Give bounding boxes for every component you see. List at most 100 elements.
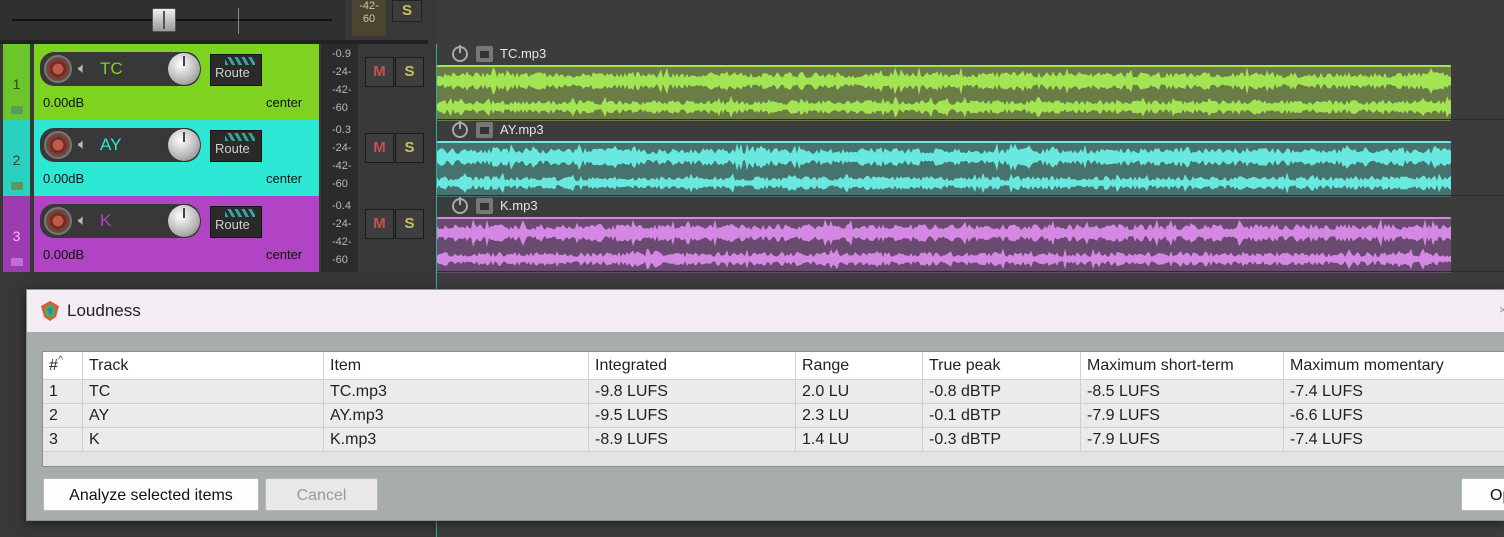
record-arm-button[interactable] xyxy=(44,131,72,159)
column-header[interactable]: Range xyxy=(796,352,923,379)
mute-button[interactable]: M xyxy=(365,57,394,87)
loudness-table: # ^ Track Item Integrated Range True peak Maxim… xyxy=(42,351,1504,467)
folder-icon[interactable] xyxy=(11,106,23,114)
column-header[interactable]: Integrated xyxy=(589,352,796,379)
options-button[interactable]: Op xyxy=(1461,478,1504,511)
lock-icon[interactable] xyxy=(476,46,493,62)
column-header[interactable]: # ^ xyxy=(43,352,83,379)
track-row[interactable]: 3 🔈︎ K Route 0.00dB center -0.4 -24- -42- -… xyxy=(0,196,428,272)
dialog-titlebar[interactable]: Loudness × xyxy=(27,290,1504,332)
table-cell: TC.mp3 xyxy=(324,380,589,403)
track-panel[interactable]: 🔈︎ TC Route 0.00dB center xyxy=(34,44,319,120)
column-header[interactable]: Item xyxy=(324,352,589,379)
table-row[interactable]: 1 TC TC.mp3 -9.8 LUFS 2.0 LU -0.8 dBTP -8.5 LU… xyxy=(43,380,1504,404)
record-arm-button[interactable] xyxy=(44,207,72,235)
media-item-name: AY.mp3 xyxy=(500,122,544,137)
route-button[interactable]: Route xyxy=(210,206,262,238)
waveform[interactable] xyxy=(437,141,1451,197)
solo-button[interactable]: S xyxy=(395,209,424,239)
mute-solo-group: M S xyxy=(365,133,425,163)
meter-label: -60 xyxy=(332,178,348,190)
track-pan: center xyxy=(266,171,303,186)
waveform[interactable] xyxy=(437,65,1451,121)
track-number-cell[interactable]: 3 xyxy=(3,196,30,272)
speaker-icon[interactable]: 🔈︎ xyxy=(78,212,88,229)
column-header-label: Maximum short-term xyxy=(1087,357,1234,374)
solo-button[interactable]: S xyxy=(395,133,424,163)
mute-solo-group: M S xyxy=(365,209,425,239)
volume-knob[interactable] xyxy=(168,129,200,161)
track-row[interactable]: 1 🔈︎ TC Route 0.00dB center -0.9 -24- -42-… xyxy=(0,44,428,120)
column-header[interactable]: Maximum short-term xyxy=(1081,352,1284,379)
table-row[interactable]: 2 AY AY.mp3 -9.5 LUFS 2.3 LU -0.1 dBTP -7.9 LU… xyxy=(43,404,1504,428)
folder-icon[interactable] xyxy=(11,182,23,190)
cancel-button[interactable]: Cancel xyxy=(265,478,378,511)
track-name[interactable]: TC xyxy=(100,59,123,78)
track-panel[interactable]: 🔈︎ AY Route 0.00dB center xyxy=(34,120,319,196)
track-name[interactable]: AY xyxy=(100,135,122,154)
track-meter[interactable]: -0.9 -24- -42- -60 xyxy=(321,44,358,120)
table-cell: -0.1 dBTP xyxy=(923,404,1081,427)
column-header-label: Integrated xyxy=(595,357,668,374)
route-label: Route xyxy=(215,217,250,232)
table-cell: AY xyxy=(83,404,324,427)
track-number-cell[interactable]: 1 xyxy=(3,44,30,120)
speaker-icon[interactable]: 🔈︎ xyxy=(78,136,88,153)
column-header-label: Range xyxy=(802,357,850,374)
track-number: 3 xyxy=(12,228,21,244)
volume-knob[interactable] xyxy=(168,205,200,237)
folder-icon[interactable] xyxy=(11,258,23,266)
track-panel[interactable]: 🔈︎ K Route 0.00dB center xyxy=(34,196,319,272)
track-number-cell[interactable]: 2 xyxy=(3,120,30,196)
lane-divider xyxy=(436,119,1504,120)
route-label: Route xyxy=(215,141,250,156)
track-name[interactable]: K xyxy=(100,211,112,230)
meter-label: -24- xyxy=(332,66,352,78)
meter-label: -42- xyxy=(332,236,352,248)
column-header[interactable]: Maximum momentary xyxy=(1284,352,1504,379)
mute-solo-group: M S xyxy=(365,57,425,87)
track-control-box: 🔈︎ AY xyxy=(40,128,200,162)
table-cell: TC xyxy=(83,380,324,403)
waveform-channel-left xyxy=(437,219,1451,247)
table-cell: 2 xyxy=(43,404,83,427)
table-cell: 2.0 LU xyxy=(796,380,923,403)
column-header[interactable]: True peak xyxy=(923,352,1081,379)
table-cell: K.mp3 xyxy=(324,428,589,451)
volume-knob[interactable] xyxy=(168,53,200,85)
table-cell: -9.8 LUFS xyxy=(589,380,796,403)
track-meter[interactable]: -0.3 -24- -42- -60 xyxy=(321,120,358,196)
table-cell: -9.5 LUFS xyxy=(589,404,796,427)
track-control-box: 🔈︎ K xyxy=(40,204,200,238)
lock-icon[interactable] xyxy=(476,122,493,138)
master-slider-handle[interactable] xyxy=(152,8,176,32)
master-solo-button[interactable]: S xyxy=(392,0,422,22)
track-pan: center xyxy=(266,247,303,262)
table-cell: 2.3 LU xyxy=(796,404,923,427)
close-icon[interactable]: × xyxy=(1499,302,1504,317)
master-meter: -42- 60 xyxy=(352,0,386,36)
table-row[interactable]: 3 K K.mp3 -8.9 LUFS 1.4 LU -0.3 dBTP -7.9 LUFS… xyxy=(43,428,1504,452)
record-arm-button[interactable] xyxy=(44,55,72,83)
track-row[interactable]: 2 🔈︎ AY Route 0.00dB center -0.3 -24- -42-… xyxy=(0,120,428,196)
route-button[interactable]: Route xyxy=(210,130,262,162)
route-button[interactable]: Route xyxy=(210,54,262,86)
analyze-selected-items-button[interactable]: Analyze selected items xyxy=(43,478,259,511)
column-header[interactable]: Track xyxy=(83,352,324,379)
track-meter[interactable]: -0.4 -24- -42- -60 xyxy=(321,196,358,272)
table-cell: -7.4 LUFS xyxy=(1284,380,1504,403)
power-icon[interactable] xyxy=(452,45,468,62)
waveform[interactable] xyxy=(437,217,1451,273)
mute-button[interactable]: M xyxy=(365,209,394,239)
track-volume: 0.00dB xyxy=(43,247,85,262)
solo-button[interactable]: S xyxy=(395,57,424,87)
meter-label: -42- xyxy=(332,160,352,172)
meter-label: -60 xyxy=(332,254,348,266)
power-icon[interactable] xyxy=(452,197,468,214)
mute-button[interactable]: M xyxy=(365,133,394,163)
speaker-icon[interactable]: 🔈︎ xyxy=(78,60,88,77)
track-pan: center xyxy=(266,95,303,110)
meter-label: -0.4 xyxy=(332,200,351,212)
power-icon[interactable] xyxy=(452,121,468,138)
lock-icon[interactable] xyxy=(476,198,493,214)
